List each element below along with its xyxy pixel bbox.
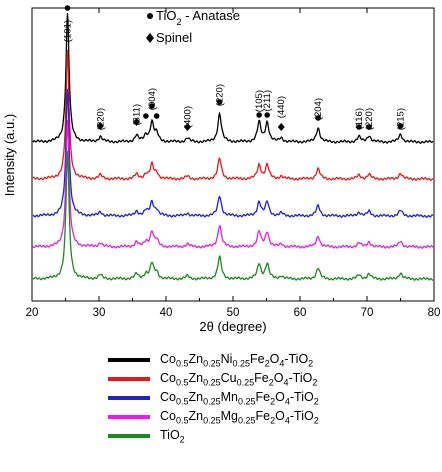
legend-swatch	[108, 377, 150, 381]
anatase-peak-marker	[216, 99, 223, 105]
legend-item: Co0.5Zn0.25Cu0.25Fe2O4-TiO2	[108, 369, 438, 388]
marker-legend: TiO2 - Anatase Spinel	[146, 8, 240, 45]
legend-item: Co0.5Zn0.25Ni0.25Fe2O4-TiO2	[108, 350, 438, 369]
legend-label: Co0.5Zn0.25Cu0.25Fe2O4-TiO2	[160, 371, 318, 388]
x-tick-label: 70	[361, 307, 374, 319]
anatase-peak-marker	[256, 112, 262, 118]
legend-item: Co0.5Zn0.25Mg0.25Fe2O4-TiO2	[108, 407, 438, 426]
series-line	[32, 150, 434, 281]
peak-label: (215)	[396, 108, 407, 130]
y-axis-label: Intensity (a.u.)	[2, 114, 17, 196]
marker-legend-label: TiO2 - Anatase	[156, 8, 240, 27]
peak-label: (004)	[147, 88, 158, 110]
spinel-peak-marker	[133, 118, 141, 126]
x-tick-label: 40	[160, 307, 173, 319]
legend-item: TiO2	[108, 426, 438, 445]
x-axis-ticks: 20 30 40 50 60 70 80	[26, 8, 441, 319]
anatase-peak-marker	[356, 124, 362, 130]
anatase-legend-marker	[147, 13, 153, 19]
peak-label: (204)	[313, 98, 324, 120]
peak-label: (101)	[63, 20, 74, 42]
anatase-peak-marker	[366, 124, 372, 130]
anatase-peak-marker	[143, 113, 149, 119]
peak-label: (220)	[95, 108, 106, 130]
legend-label: TiO2	[160, 428, 185, 445]
x-tick-label: 30	[93, 307, 106, 319]
x-axis-label: 2θ (degree)	[199, 319, 266, 334]
peak-annotations: (101) (220) (311) (004) (400) (220) (105)(211)…	[63, 5, 407, 131]
x-tick-label: 80	[428, 307, 441, 319]
legend-swatch	[108, 396, 150, 400]
legend-swatch	[108, 358, 150, 362]
anatase-peak-marker	[315, 115, 321, 121]
peak-label: (211)	[262, 90, 273, 111]
spinel-legend-marker	[146, 33, 154, 43]
x-tick-label: 60	[294, 307, 307, 319]
anatase-peak-marker	[149, 103, 155, 109]
legend-swatch	[108, 415, 150, 419]
marker-legend-label: Spinel	[156, 30, 192, 45]
series-line	[32, 88, 434, 218]
peak-label: (311)	[132, 104, 143, 125]
peak-label: (220)	[215, 84, 226, 106]
peak-label: (440)	[276, 96, 287, 118]
anatase-peak-marker	[397, 123, 404, 129]
spinel-peak-marker	[96, 122, 104, 130]
peak-label: (400)	[182, 106, 193, 128]
xrd-chart: 20 30 40 50 60 70 80 (101) (220) (311) (004) (400)…	[2, 5, 441, 334]
peak-label: (220)	[364, 108, 375, 130]
series-line	[32, 13, 434, 145]
spinel-peak-marker	[277, 123, 285, 131]
peak-label: (116)	[354, 108, 365, 129]
spinel-peak-marker	[183, 123, 191, 131]
anatase-peak-marker	[264, 112, 270, 118]
series-line	[32, 119, 434, 249]
peak-label: (105)	[254, 90, 265, 112]
anatase-peak-marker	[64, 5, 71, 11]
plot-frame	[31, 7, 435, 302]
legend-swatch	[108, 434, 150, 438]
series-legend: Co0.5Zn0.25Ni0.25Fe2O4-TiO2 Co0.5Zn0.25Cu…	[108, 350, 438, 445]
x-tick-label: 50	[227, 307, 240, 319]
series-line	[32, 49, 433, 182]
series-traces	[32, 13, 434, 281]
legend-label: Co0.5Zn0.25Ni0.25Fe2O4-TiO2	[160, 352, 314, 369]
anatase-peak-marker	[153, 113, 160, 119]
x-tick-label: 20	[26, 307, 39, 319]
legend-label: Co0.5Zn0.25Mn0.25Fe2O4-TiO2	[160, 390, 319, 407]
legend-label: Co0.5Zn0.25Mg0.25Fe2O4-TiO2	[160, 409, 319, 426]
legend-item: Co0.5Zn0.25Mn0.25Fe2O4-TiO2	[108, 388, 438, 407]
